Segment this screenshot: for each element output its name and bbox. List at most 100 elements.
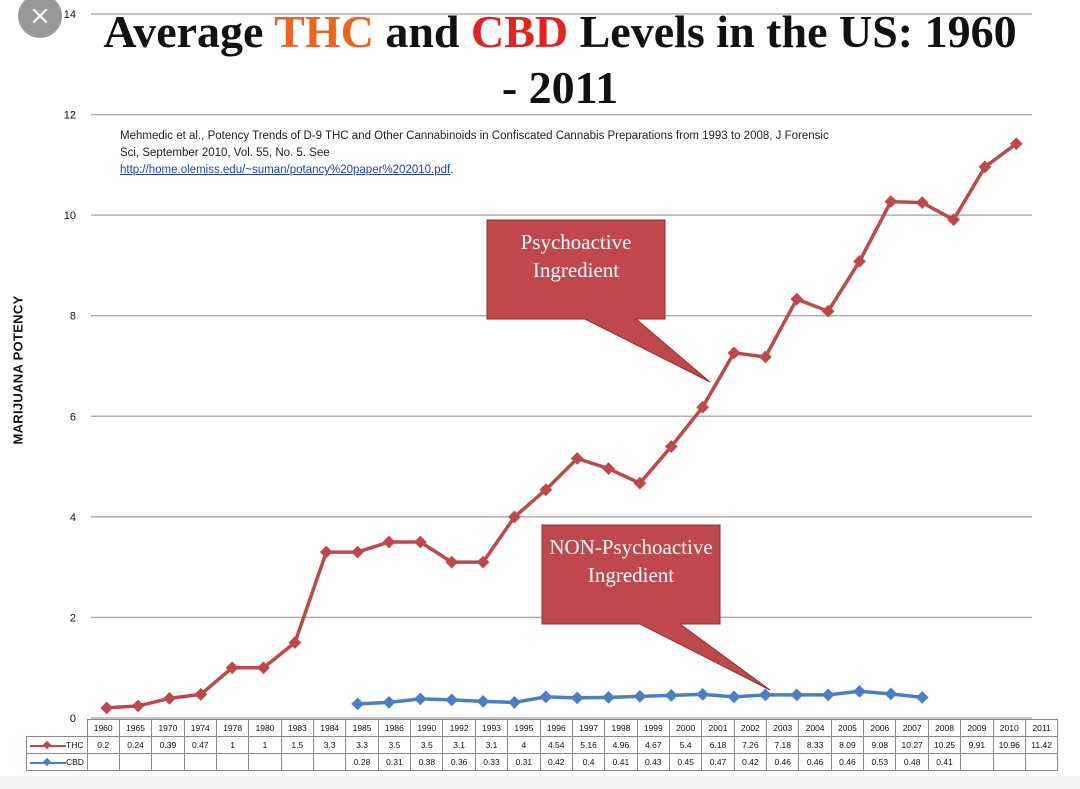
data-point-cbd: [821, 688, 835, 702]
table-year-cell: 1960: [86, 719, 120, 737]
table-thc-cell: 10.25: [927, 736, 962, 754]
table-year-cell: 1980: [248, 719, 282, 737]
table-thc-cell: 8.09: [830, 736, 865, 754]
table-cbd-cell: [118, 753, 153, 771]
table-cbd-cell: [313, 753, 347, 771]
y-tick-label: 12: [64, 110, 76, 122]
data-point-cbd: [664, 689, 678, 702]
data-point-cbd: [884, 687, 898, 701]
data-point-cbd: [853, 684, 866, 698]
data-point-thc: [759, 350, 772, 364]
table-year-cell: 1998: [604, 719, 638, 737]
table-thc-cell: 9.08: [863, 736, 897, 754]
data-point-thc: [602, 462, 615, 475]
callout-thc-box: [486, 219, 711, 383]
data-point-thc: [131, 699, 145, 713]
y-tick-label: 10: [64, 210, 76, 222]
table-cbd-cell: 0.33: [474, 753, 509, 771]
table-cbd-cell: [960, 753, 994, 771]
callout-thc-label: Psychoactive Ingredient: [520, 230, 632, 282]
table-thc-cell: 3.3: [345, 736, 379, 754]
table-thc-cell: 7.18: [766, 736, 800, 754]
table-thc-cell: 8.33: [798, 736, 832, 754]
y-tick-label: 14: [64, 9, 76, 21]
data-point-cbd: [382, 696, 396, 709]
table-thc-cell: 9.91: [960, 736, 994, 754]
citation-link[interactable]: http://home.olemiss.edu/~suman/potancy%2…: [120, 164, 451, 176]
table-cbd-cell: [215, 753, 250, 771]
table-cbd-cell: 0.47: [701, 753, 735, 771]
data-point-thc: [100, 701, 114, 715]
table-thc-cell: 0.39: [151, 736, 185, 754]
data-point-cbd: [445, 693, 459, 707]
bottom-strip: [0, 776, 1080, 789]
data-point-cbd: [602, 691, 615, 704]
table-thc-cell: 1: [215, 736, 250, 754]
table-thc-cell: 10.27: [895, 736, 929, 754]
data-point-cbd: [759, 688, 772, 702]
table-cbd-cell: 0.36: [442, 753, 476, 771]
table-cbd-cell: [992, 753, 1026, 771]
table-year-cell: 1990: [410, 719, 444, 737]
data-point-cbd: [413, 692, 427, 706]
table-year-cell: 1985: [345, 719, 379, 737]
table-cbd-cell: 0.46: [798, 753, 832, 771]
table-thc-cell: 3.1: [474, 736, 509, 754]
table-thc-cell: 0.24: [118, 736, 153, 754]
table-cbd-cell: 0.31: [377, 753, 412, 771]
table-thc-cell: 4: [507, 736, 541, 754]
table-cbd-cell: 0.43: [636, 753, 670, 771]
citation-link-suffix: .: [450, 164, 454, 176]
data-point-cbd: [351, 697, 364, 711]
table-thc-cell: 1: [248, 736, 282, 754]
data-point-thc: [382, 535, 396, 549]
table-year-cell: 2005: [830, 719, 865, 737]
legend-cbd-line-icon: [30, 759, 66, 767]
table-cbd-cell: [1024, 753, 1059, 771]
data-point-thc: [163, 692, 176, 705]
table-thc-cell: 6.18: [701, 736, 735, 754]
table-cbd-cell: 0.53: [863, 753, 897, 771]
table-thc-cell: 4.54: [539, 736, 573, 754]
data-point-cbd: [539, 690, 553, 704]
table-cbd-cell: [183, 753, 217, 771]
table-thc-cell: 0.2: [86, 736, 120, 754]
callout-cbd-label: NON-Psychoactive Ingredient: [549, 535, 713, 587]
table-thc-cell: 4.96: [604, 736, 638, 754]
table-year-cell: 1997: [571, 719, 606, 737]
close-button[interactable]: ×: [18, 0, 62, 38]
y-tick-label: 4: [70, 512, 76, 524]
table-thc-cell: 3.3: [313, 736, 347, 754]
table-year-cell: 2001: [701, 719, 735, 737]
table-cbd-cell: 0.45: [668, 753, 703, 771]
table-year-cell: 1999: [636, 719, 670, 737]
table-year-cell: 1984: [313, 719, 347, 737]
table-row-cbd: CBD 0.28 0.31 0.38 0.36 0.33 0.31 0.42 0.4 0.41 0.…: [26, 753, 1059, 771]
table-year-cell: 1986: [377, 719, 412, 737]
legend-thc: THC: [26, 736, 88, 754]
citation: Mehmedic et al., Potency Trends of D-9 T…: [120, 128, 840, 179]
data-point-cbd: [790, 688, 804, 702]
table-year-cell: 2006: [863, 719, 897, 737]
table-year-cell: 2011: [1024, 719, 1059, 737]
table-cbd-cell: [151, 753, 185, 771]
y-tick-label: 0: [70, 713, 76, 725]
legend-thc-label: THC: [66, 740, 84, 750]
table-thc-cell: 5.4: [668, 736, 703, 754]
data-point-cbd: [508, 696, 521, 709]
close-icon: ×: [29, 1, 51, 31]
table-row-years: 1960 1965 1970 1974 1978 1980 1983 1984 1985 1986…: [26, 719, 1059, 737]
table-cbd-cell: 0.41: [604, 753, 638, 771]
table-year-cell: 2004: [798, 719, 832, 737]
table-row-thc: THC 0.2 0.24 0.39 0.47 1 1 1.5 3.3 3.3 3.5 3.5 3.1 3.…: [26, 736, 1059, 754]
table-year-cell: 2007: [895, 719, 929, 737]
table-year-cell: 2009: [960, 719, 994, 737]
table-year-cell: 1978: [215, 719, 250, 737]
table-year-cell: 2002: [733, 719, 768, 737]
callout-cbd-box: [541, 524, 771, 691]
table-thc-cell: 0.47: [183, 736, 217, 754]
data-point-thc: [884, 195, 898, 208]
y-tick-label: 2: [70, 612, 76, 624]
legend-cbd: CBD: [26, 753, 88, 771]
table-cbd-cell: 0.4: [571, 753, 606, 771]
